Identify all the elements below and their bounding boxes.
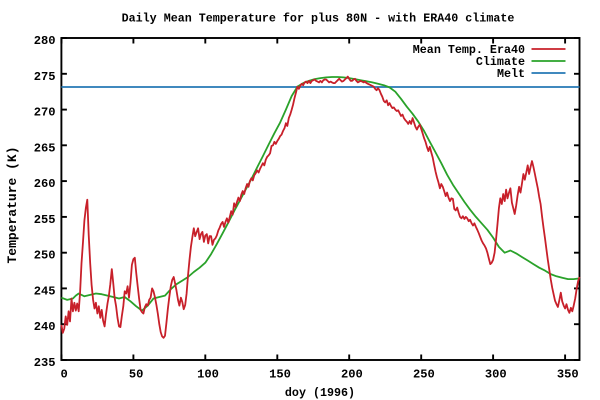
svg-text:100: 100 bbox=[197, 368, 219, 382]
svg-text:235: 235 bbox=[34, 356, 56, 370]
svg-text:265: 265 bbox=[34, 141, 56, 155]
svg-text:250: 250 bbox=[34, 249, 56, 263]
svg-text:300: 300 bbox=[485, 368, 507, 382]
svg-text:245: 245 bbox=[34, 284, 56, 298]
svg-text:240: 240 bbox=[34, 320, 56, 334]
svg-text:50: 50 bbox=[129, 368, 144, 382]
svg-text:275: 275 bbox=[34, 70, 56, 84]
svg-text:Daily Mean Temperature for plu: Daily Mean Temperature for plus 80N - wi… bbox=[122, 12, 515, 26]
svg-text:250: 250 bbox=[413, 368, 435, 382]
svg-text:200: 200 bbox=[341, 368, 363, 382]
svg-text:280: 280 bbox=[34, 34, 56, 48]
svg-text:doy (1996): doy (1996) bbox=[285, 386, 355, 400]
svg-text:260: 260 bbox=[34, 177, 56, 191]
svg-text:Mean Temp. Era40: Mean Temp. Era40 bbox=[413, 43, 525, 57]
svg-text:Temperature (K): Temperature (K) bbox=[5, 146, 20, 263]
svg-text:Melt: Melt bbox=[497, 67, 525, 81]
svg-text:270: 270 bbox=[34, 106, 56, 120]
svg-text:350: 350 bbox=[557, 368, 579, 382]
svg-text:150: 150 bbox=[269, 368, 291, 382]
svg-text:255: 255 bbox=[34, 213, 56, 227]
svg-text:Climate: Climate bbox=[476, 55, 525, 69]
svg-text:0: 0 bbox=[60, 368, 67, 382]
